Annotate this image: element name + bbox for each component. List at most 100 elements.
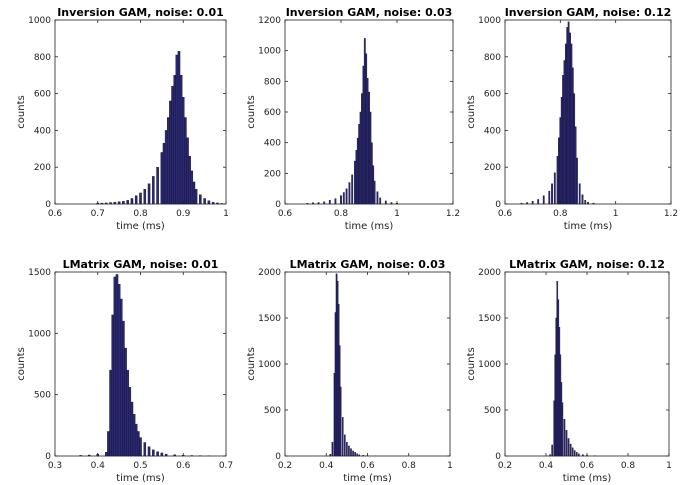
histogram-bar [358, 124, 361, 205]
y-axis-label: counts [16, 95, 27, 128]
histogram-bar [167, 117, 170, 205]
x-tick-label: 0.3 [48, 461, 62, 471]
histogram-bar [356, 137, 359, 205]
x-axis-label: time (ms) [345, 221, 394, 232]
x-axis-label: time (ms) [564, 221, 613, 232]
histogram-bar [162, 143, 166, 205]
histogram-bar [560, 97, 563, 205]
histogram-bar [160, 152, 164, 205]
y-tick-label: 400 [264, 139, 281, 149]
histogram-bar [354, 160, 356, 205]
histogram-bar [551, 183, 553, 205]
y-tick-label: 1000 [478, 16, 501, 26]
y-axis-label: counts [246, 347, 257, 380]
histogram-bar [361, 93, 363, 205]
histogram-bar [564, 43, 567, 205]
histogram-bar [199, 194, 202, 205]
x-tick-label: 1.2 [664, 209, 678, 219]
x-tick-label: 1 [613, 209, 619, 219]
histogram-bar [207, 200, 211, 205]
histogram-bar [137, 431, 140, 457]
histogram-bar [143, 189, 147, 205]
y-tick-label: 500 [34, 391, 51, 401]
histogram-bar [569, 443, 572, 457]
y-tick-label: 0 [45, 200, 51, 210]
histogram-bar [571, 447, 574, 457]
y-tick-label: 1200 [258, 16, 281, 26]
histogram-bar [194, 189, 198, 205]
y-axis-label: counts [466, 347, 477, 380]
x-tick-label: 0.6 [176, 461, 191, 471]
x-tick-label: 0.9 [176, 209, 191, 219]
histogram-bar [559, 117, 562, 205]
y-tick-label: 600 [34, 90, 51, 100]
x-axis-label: time (ms) [343, 473, 392, 484]
histogram-bar [186, 137, 189, 205]
y-tick-label: 600 [484, 90, 501, 100]
histogram-bar [134, 195, 138, 205]
histogram-bar [169, 100, 172, 205]
histogram-bar [556, 155, 559, 205]
histogram-bar [373, 180, 376, 205]
y-tick-label: 500 [484, 406, 501, 416]
x-tick-label: 0.5 [133, 461, 147, 471]
histogram-bar [344, 434, 346, 457]
histogram-bar [576, 157, 578, 205]
histogram-bar [348, 445, 350, 457]
x-axis-label: time (ms) [116, 221, 165, 232]
y-tick-label: 0 [495, 452, 501, 462]
y-tick-label: 2000 [478, 268, 501, 278]
histogram-bar [156, 451, 159, 457]
histogram-bar [192, 181, 196, 205]
histogram-bar [122, 201, 125, 205]
histogram-bar [160, 452, 164, 457]
histogram-bar [372, 165, 375, 205]
histogram-bar [175, 54, 179, 205]
histogram-bar [126, 369, 129, 457]
y-axis-label: counts [246, 95, 257, 128]
histogram-bar [128, 387, 132, 457]
histogram-panel: 0.6 0.8 1 1.2 0 200 400 600 800 1000 1200 Inversion… [246, 6, 460, 232]
axes-frame [54, 271, 227, 457]
panel-title: Inversion GAM, noise: 0.01 [57, 6, 224, 19]
y-tick-label: 400 [484, 126, 501, 136]
histogram-bar [181, 97, 185, 205]
histogram-bar [359, 111, 362, 205]
histogram-bar [350, 448, 352, 457]
y-tick-label: 1000 [258, 47, 281, 57]
histogram-bar [569, 32, 571, 205]
y-tick-label: 1500 [258, 314, 281, 324]
histogram-bar [184, 117, 187, 205]
panel-title: Inversion GAM, noise: 0.03 [286, 6, 453, 19]
histogram-bar [571, 67, 574, 205]
histogram-bar [562, 74, 564, 205]
y-tick-label: 0 [45, 452, 51, 462]
y-tick-label: 600 [264, 108, 281, 118]
histogram-bar [551, 444, 553, 457]
y-tick-label: 800 [264, 77, 281, 87]
histogram-bar [111, 314, 114, 457]
histogram-bar [119, 298, 123, 457]
histogram-bar [152, 176, 155, 205]
histogram-bar [147, 446, 151, 457]
histogram-bar [124, 347, 127, 457]
x-tick-label: 0.6 [498, 209, 513, 219]
histogram-panel: 0.3 0.4 0.5 0.6 0.7 0 500 1000 1500 LMatrix GAM, … [16, 258, 233, 484]
x-tick-label: 1 [394, 209, 400, 219]
y-tick-label: 200 [264, 169, 281, 179]
x-tick-label: 0.8 [621, 461, 636, 471]
x-tick-label: 0.6 [360, 461, 375, 471]
histogram-bar [362, 65, 365, 205]
histogram-bar [379, 197, 382, 205]
histogram-bar [563, 419, 566, 457]
y-tick-label: 200 [34, 163, 51, 173]
x-axis-label: time (ms) [563, 473, 612, 484]
x-tick-label: 1 [447, 461, 453, 471]
y-axis-label: counts [466, 95, 477, 128]
histogram-bar [203, 198, 206, 205]
histogram-bar [581, 194, 584, 205]
x-tick-label: 1 [666, 461, 672, 471]
histogram-bar [566, 27, 569, 205]
histogram-bar [173, 74, 176, 205]
